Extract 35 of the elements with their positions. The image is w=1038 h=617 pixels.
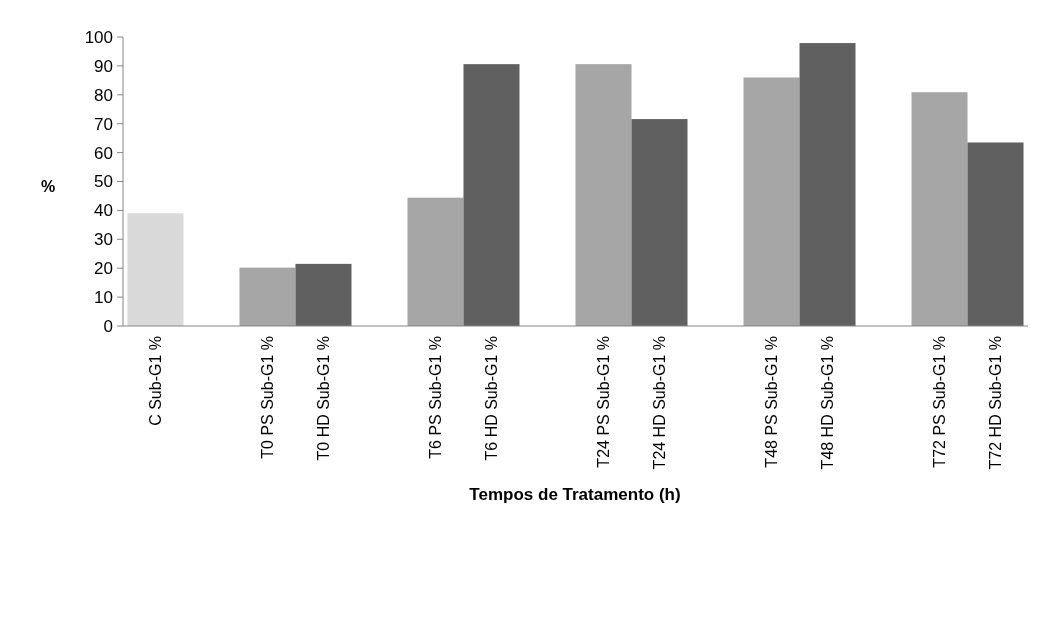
x-axis-title: Tempos de Tratamento (h): [469, 485, 681, 504]
y-tick-label: 90: [94, 56, 113, 76]
y-tick-label: 40: [94, 201, 113, 221]
y-tick-label: 10: [94, 288, 113, 308]
bar: [743, 77, 800, 326]
bar: [799, 43, 856, 326]
x-tick-label: T72 HD Sub-G1 %: [987, 336, 1005, 470]
y-tick-label: 80: [94, 85, 113, 105]
y-tick-label: 70: [94, 114, 113, 134]
x-tick-label: T24 PS Sub-G1 %: [595, 336, 613, 468]
x-tick-label: T0 PS Sub-G1 %: [259, 336, 277, 459]
x-tick-label: T48 PS Sub-G1 %: [763, 336, 781, 468]
x-tick-label: T24 HD Sub-G1 %: [651, 336, 669, 470]
x-tick-label: T72 PS Sub-G1 %: [931, 336, 949, 468]
bar: [127, 213, 184, 326]
bar: [575, 64, 632, 326]
x-tick-label: T0 HD Sub-G1 %: [315, 336, 333, 461]
bar: [407, 197, 464, 326]
x-tick-label: T48 HD Sub-G1 %: [819, 336, 837, 470]
bar: [967, 142, 1024, 326]
y-tick-label: 30: [94, 230, 113, 250]
bar: [463, 64, 520, 326]
y-tick-label: 20: [94, 259, 113, 279]
bar: [631, 119, 688, 326]
y-tick-label: 0: [103, 316, 113, 336]
x-tick-label: C Sub-G1 %: [147, 336, 165, 426]
y-tick-label: 50: [94, 172, 113, 192]
y-tick-label: 60: [94, 143, 113, 163]
bar: [239, 267, 296, 326]
y-tick-label: 100: [84, 27, 113, 47]
x-tick-label: T6 HD Sub-G1 %: [483, 336, 501, 461]
y-axis-title: %: [40, 178, 56, 195]
x-tick-label: T6 PS Sub-G1 %: [427, 336, 445, 459]
bar: [295, 263, 352, 326]
bar: [911, 92, 968, 326]
